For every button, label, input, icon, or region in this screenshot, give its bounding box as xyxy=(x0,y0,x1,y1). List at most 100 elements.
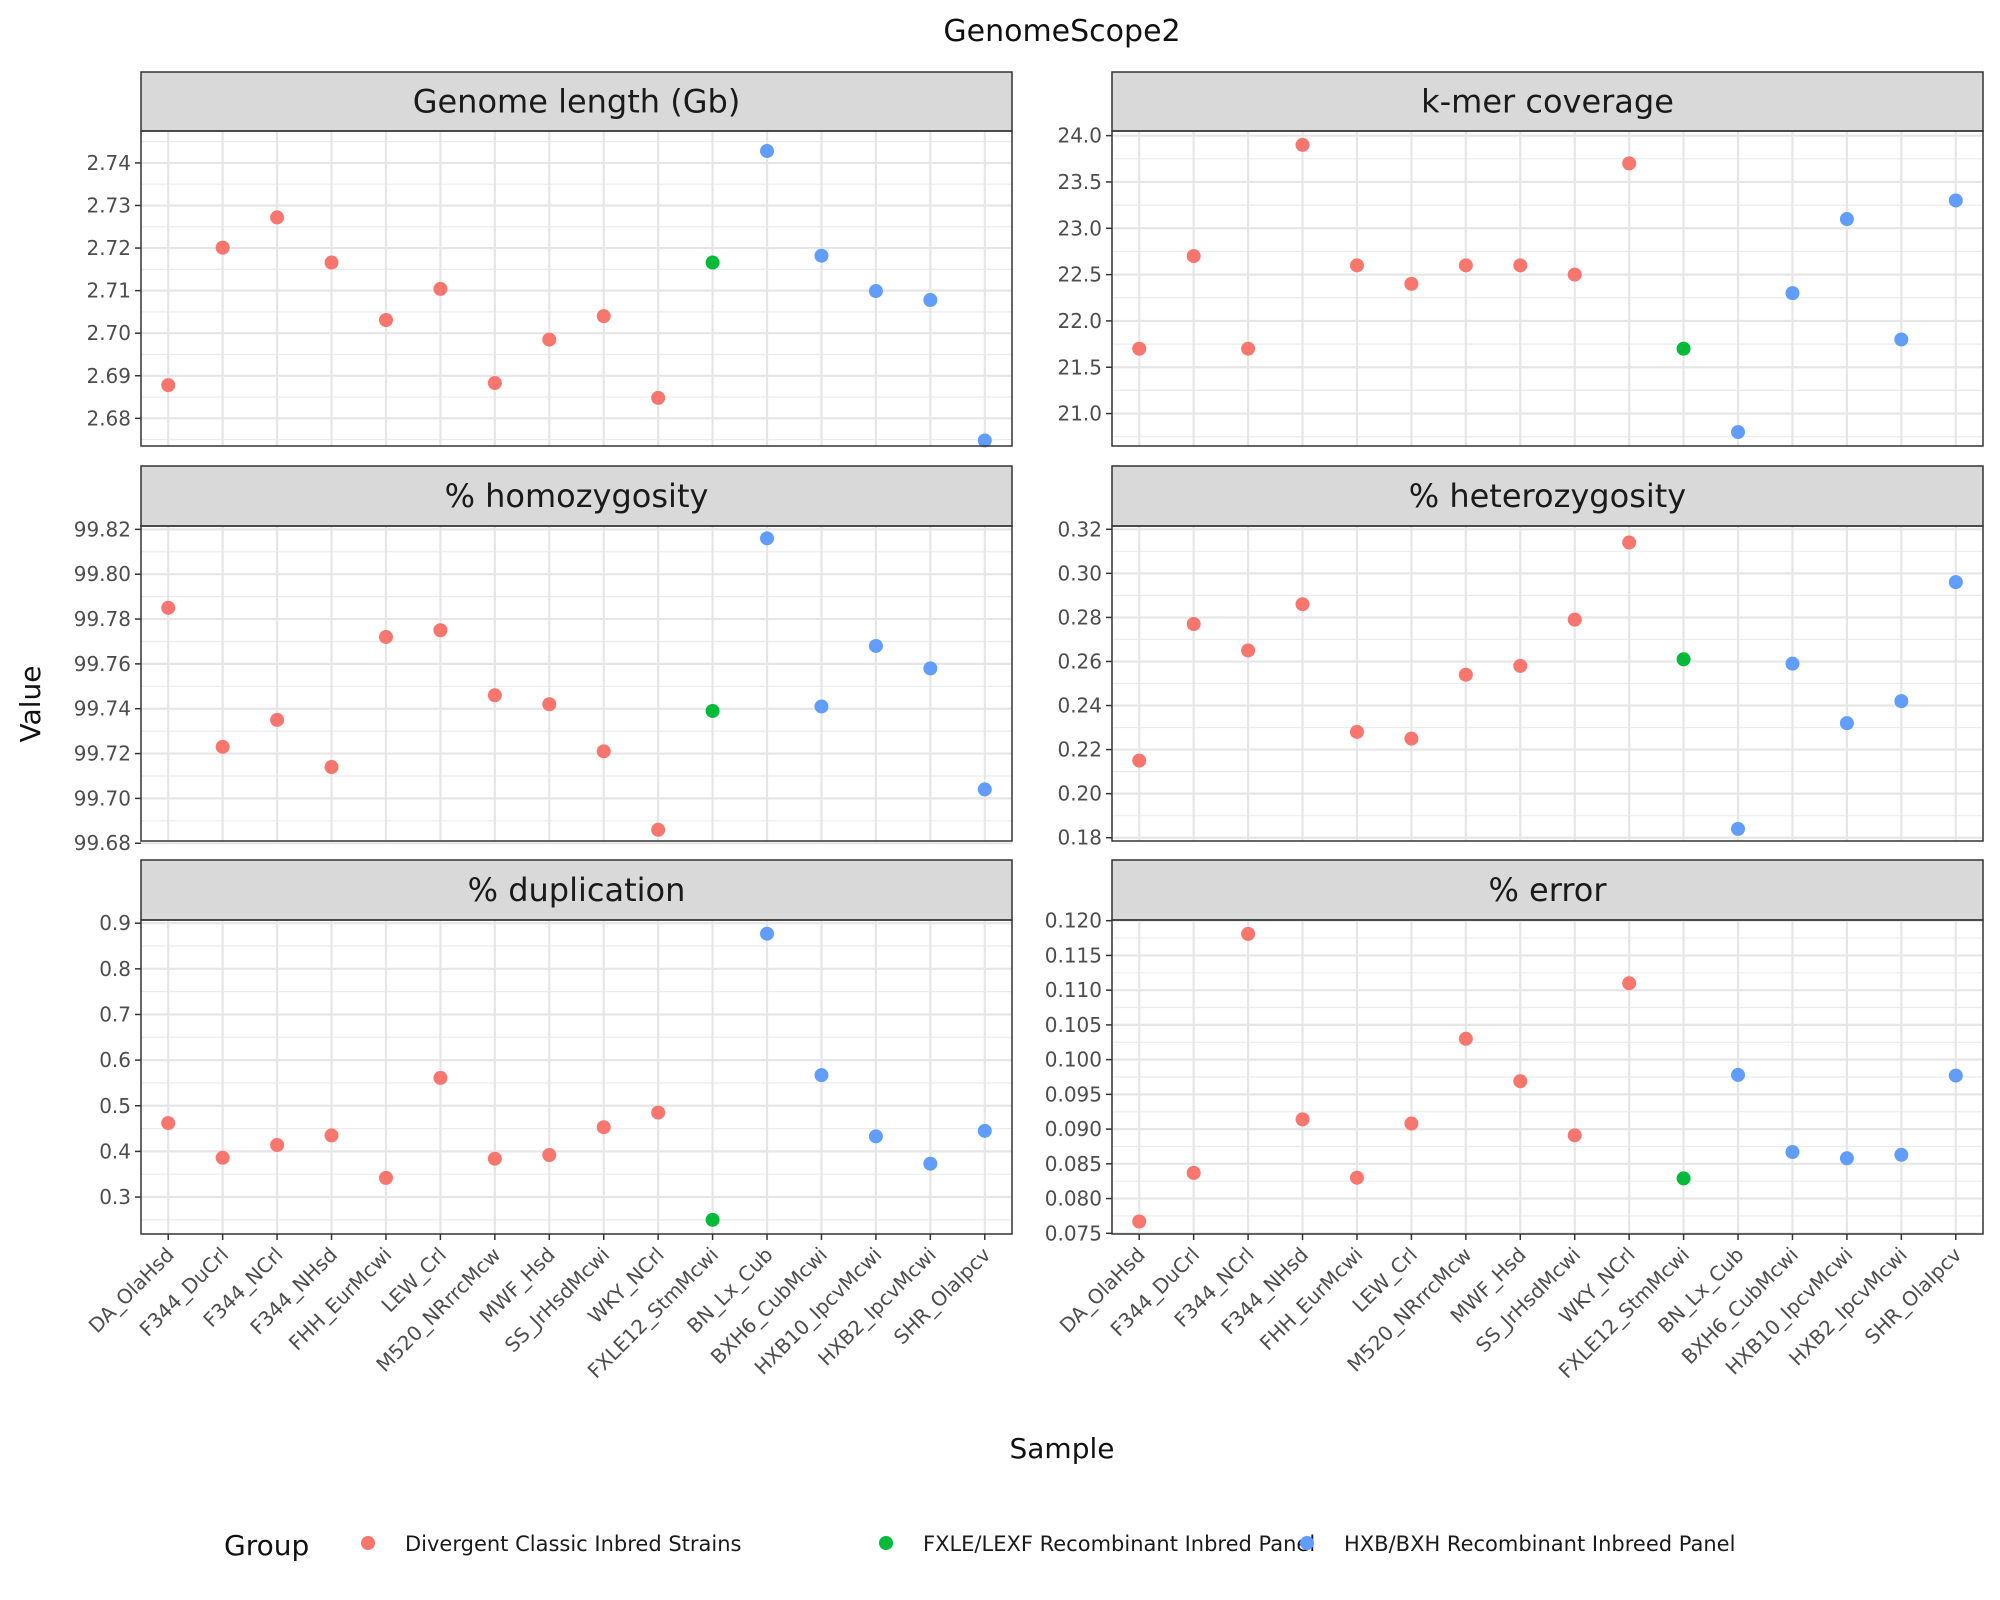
panel-title: % duplication xyxy=(468,871,686,909)
data-point-shr-olaipcv xyxy=(977,782,992,797)
data-point-da-olahsd xyxy=(1132,341,1147,356)
data-point-hxb10-ipcvmcwi xyxy=(868,638,883,653)
data-point-f344-ncrl xyxy=(1241,643,1256,658)
y-tick-label: 0.105 xyxy=(1045,1013,1102,1037)
legend: Group Divergent Classic Inbred Strains FX… xyxy=(224,1529,1735,1562)
data-point-da-olahsd xyxy=(1132,753,1147,768)
data-point-ss-jrhsdmcwi xyxy=(596,744,611,759)
data-point-f344-ncrl xyxy=(270,1138,285,1153)
data-point-m520-nrrrcmcw xyxy=(1458,258,1473,273)
data-point-f344-nhsd xyxy=(324,1128,339,1143)
data-point-f344-ducrl xyxy=(215,240,230,255)
y-tick-label: 99.82 xyxy=(74,517,131,541)
y-tick-label: 99.80 xyxy=(74,562,131,586)
data-point-mwf-hsd xyxy=(1513,658,1528,673)
panel-border xyxy=(140,919,1013,1235)
data-point-f344-ducrl xyxy=(1186,1165,1201,1180)
panel-background xyxy=(141,131,1012,446)
strip-background xyxy=(140,465,1013,527)
y-tick-label: 0.5 xyxy=(99,1094,131,1118)
y-tick-label: 0.20 xyxy=(1057,782,1102,806)
y-tick-label: 0.32 xyxy=(1057,517,1102,541)
data-point-wky-ncrl xyxy=(1622,156,1637,171)
data-point-ss-jrhsdmcwi xyxy=(1567,267,1582,282)
data-point-fhh-eurmcwi xyxy=(378,1170,393,1185)
data-point-f344-nhsd xyxy=(324,255,339,270)
panel-title: k-mer coverage xyxy=(1421,83,1674,121)
y-tick-label: 23.5 xyxy=(1057,170,1102,194)
y-tick-label: 99.70 xyxy=(74,786,131,810)
panel-border xyxy=(140,525,1013,842)
y-tick-label: 0.6 xyxy=(99,1048,131,1072)
y-tick-label: 2.74 xyxy=(86,151,131,175)
data-point-m520-nrrrcmcw xyxy=(487,376,502,390)
data-point-f344-ducrl xyxy=(1186,617,1201,632)
legend-label: HXB/BXH Recombinant Inbreed Panel xyxy=(1344,1532,1735,1556)
data-point-f344-nhsd xyxy=(1295,1112,1310,1127)
data-point-lew-crl xyxy=(433,623,448,638)
x-axis-title: Sample xyxy=(1010,1432,1115,1465)
data-point-bn-lx-cub xyxy=(1731,821,1746,836)
y-tick-label: 0.110 xyxy=(1045,978,1102,1002)
data-point-ss-jrhsdmcwi xyxy=(596,309,611,324)
legend-label: Divergent Classic Inbred Strains xyxy=(405,1532,741,1556)
data-point-hxb10-ipcvmcwi xyxy=(868,284,883,299)
y-tick-label: 22.0 xyxy=(1057,309,1102,333)
data-point-da-olahsd xyxy=(161,378,176,393)
data-point-mwf-hsd xyxy=(1513,1074,1528,1089)
strip-background xyxy=(140,71,1013,132)
y-axis-title: Value xyxy=(14,666,47,743)
y-tick-label: 2.68 xyxy=(86,406,131,430)
data-point-hxb10-ipcvmcwi xyxy=(1839,1151,1854,1166)
data-point-shr-olaipcv xyxy=(977,433,992,448)
y-tick-label: 0.22 xyxy=(1057,738,1102,762)
data-point-ss-jrhsdmcwi xyxy=(596,1120,611,1135)
data-point-shr-olaipcv xyxy=(1948,193,1963,208)
panel-title: % homozygosity xyxy=(445,477,709,515)
strip-background xyxy=(1111,859,1984,921)
y-tick-label: 99.76 xyxy=(74,652,131,676)
data-point-lew-crl xyxy=(1404,276,1419,291)
data-point-mwf-hsd xyxy=(542,1148,557,1163)
y-tick-label: 99.74 xyxy=(74,697,131,721)
data-point-fxle12-stmmcwi xyxy=(705,255,720,270)
y-tick-label: 99.68 xyxy=(74,831,131,855)
facet-panels: Genome length (Gb) 2.68 2.69 2.70 2.71 2.72 2.… xyxy=(74,71,1984,1383)
data-point-bn-lx-cub xyxy=(760,144,775,159)
data-point-f344-ncrl xyxy=(1241,926,1256,941)
data-point-fxle12-stmmcwi xyxy=(705,1212,720,1227)
data-point-fxle12-stmmcwi xyxy=(1676,1171,1691,1186)
data-point-wky-ncrl xyxy=(1622,535,1637,550)
data-point-m520-nrrrcmcw xyxy=(1458,1031,1473,1046)
y-tick-label: 0.4 xyxy=(99,1139,131,1163)
panel-k-mer-coverage: k-mer coverage 21.0 21.5 22.0 22.5 23.0 23.5 24… xyxy=(1057,71,1984,447)
panel-background xyxy=(1112,131,1983,446)
data-point-bxh6-cubmcwi xyxy=(1785,656,1800,671)
y-tick-label: 22.5 xyxy=(1057,263,1102,287)
data-point-hxb2-ipcvmcwi xyxy=(1894,694,1909,709)
y-tick-label: 0.18 xyxy=(1057,826,1102,850)
y-tick-label: 2.73 xyxy=(86,193,131,217)
y-tick-label: 0.095 xyxy=(1045,1082,1102,1106)
y-tick-label: 99.78 xyxy=(74,607,131,631)
data-point-ss-jrhsdmcwi xyxy=(1567,1128,1582,1143)
panel-duplication: % duplication0.30.40.50.60.70.80.9DA_Ola… xyxy=(84,859,1013,1383)
data-point-mwf-hsd xyxy=(542,697,557,712)
data-point-hxb2-ipcvmcwi xyxy=(923,661,938,676)
data-point-f344-nhsd xyxy=(1295,137,1310,152)
data-point-bn-lx-cub xyxy=(1731,1067,1746,1082)
panel-title: % heterozygosity xyxy=(1409,477,1686,515)
data-point-hxb2-ipcvmcwi xyxy=(1894,1147,1909,1162)
data-point-hxb10-ipcvmcwi xyxy=(1839,716,1854,731)
data-point-lew-crl xyxy=(1404,731,1419,746)
panel-background xyxy=(141,526,1012,841)
data-point-bxh6-cubmcwi xyxy=(1785,286,1800,301)
data-point-f344-ncrl xyxy=(1241,341,1256,356)
y-tick-label: 2.69 xyxy=(86,364,131,388)
y-tick-label: 0.090 xyxy=(1045,1117,1102,1141)
data-point-ss-jrhsdmcwi xyxy=(1567,612,1582,627)
data-point-fhh-eurmcwi xyxy=(1349,258,1364,273)
data-point-f344-ducrl xyxy=(1186,249,1201,264)
data-point-fxle12-stmmcwi xyxy=(705,703,720,718)
